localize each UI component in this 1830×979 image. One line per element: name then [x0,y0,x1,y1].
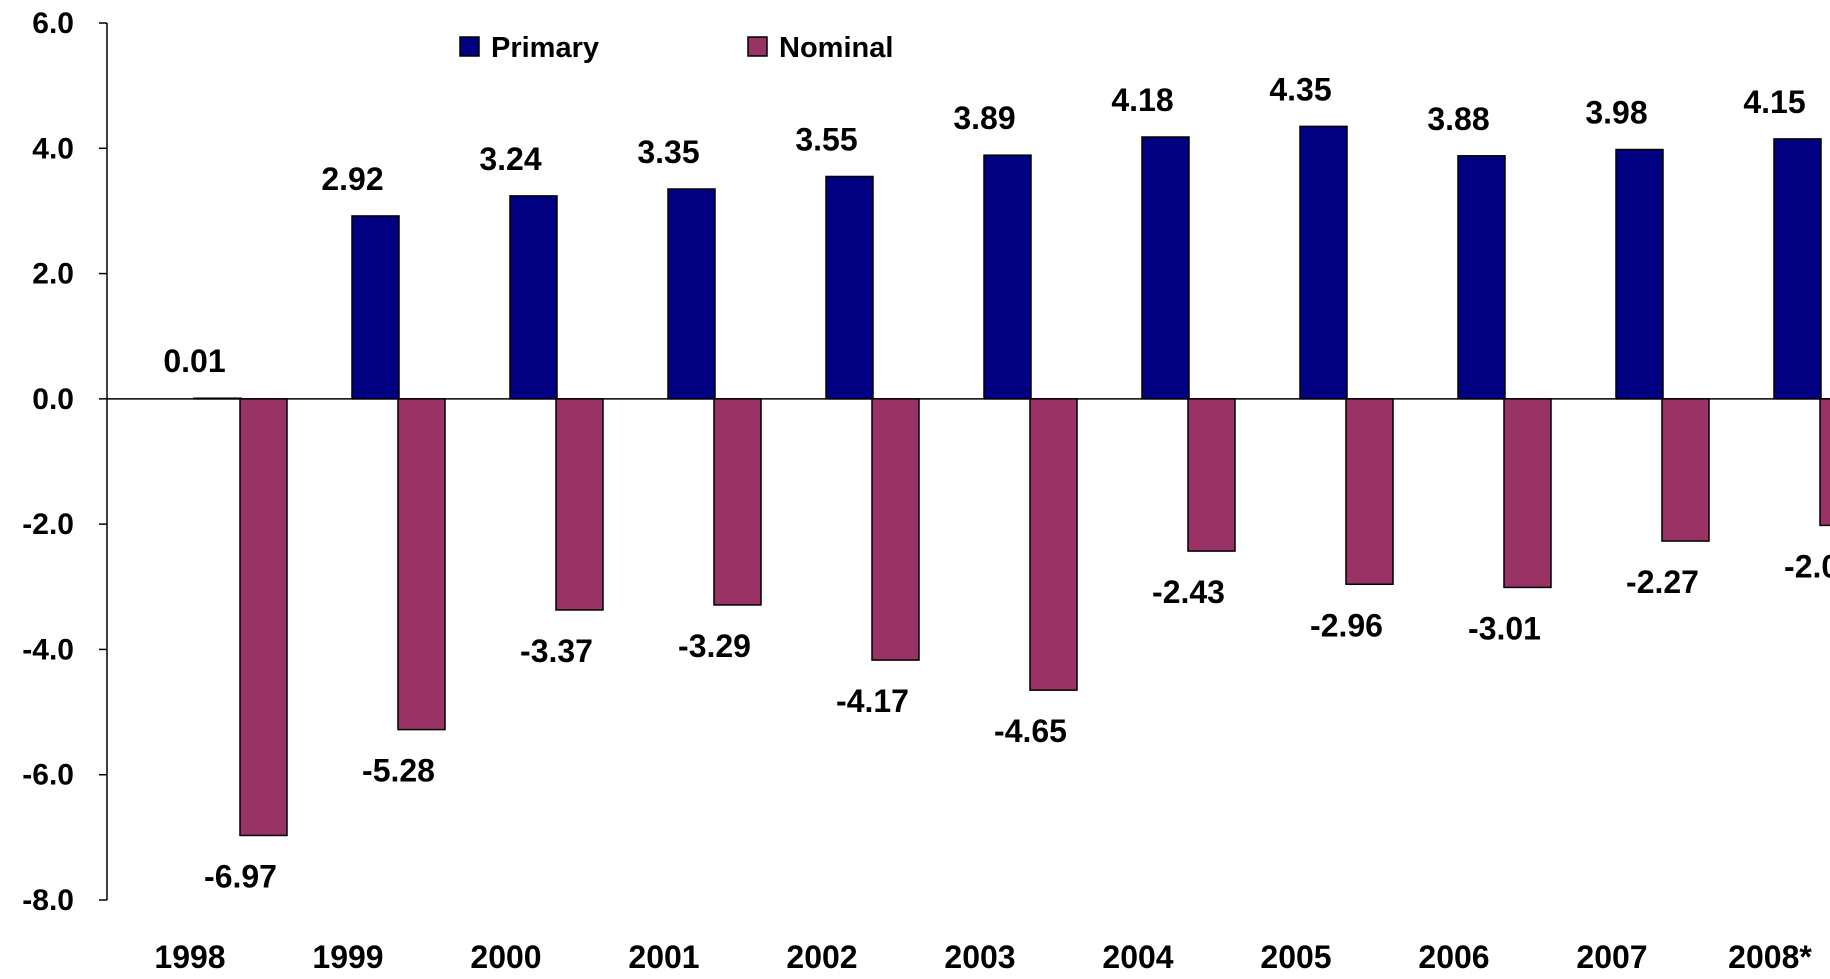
x-tick-label: 1999 [312,939,383,974]
data-label-nominal: -4.65 [994,713,1067,749]
legend-swatch [747,36,768,57]
data-labels: 0.01 -6.97 2.92 -5.28 3.24 -3.37 3.35 -3.29 3.55… [163,71,1830,894]
data-label-nominal: -3.37 [520,633,593,669]
bar-nominal [1187,398,1236,552]
x-tick-label: 1998 [154,939,225,974]
legend: Primary Nominal [459,32,893,64]
data-label-primary: 3.98 [1585,95,1647,131]
bar-nominal [1819,398,1830,527]
x-tick-label: 2003 [944,939,1015,974]
bar-primary [351,215,400,400]
y-tick-label: -6.0 [22,759,74,792]
y-tick-label: 4.0 [32,132,74,165]
data-label-primary: 3.55 [795,121,857,157]
y-tick-label: -4.0 [22,633,74,666]
data-label-primary: 3.24 [479,141,541,177]
legend-label: Nominal [779,32,893,64]
y-tick-label: 2.0 [32,258,74,291]
bar-nominal [1503,398,1552,589]
bar-nominal [397,398,446,731]
x-tick-label: 2000 [470,939,541,974]
data-label-primary: 4.15 [1743,84,1805,120]
bar-primary [1615,148,1664,400]
data-label-nominal: -4.17 [836,683,909,719]
data-label-nominal: -3.01 [1468,610,1541,646]
x-tick-label: 2006 [1418,939,1489,974]
bar-primary [983,154,1032,400]
bar-primary [1299,125,1348,400]
bar-primary [1141,136,1190,400]
x-tick-label: 2008* [1728,939,1812,974]
y-tick-label: 6.0 [32,7,74,40]
axes: 6.0 4.0 2.0 0.0 -2.0 -4.0 -6.0 -8.0 1998 1999 2000… [22,7,1830,975]
data-label-nominal: -3.29 [678,628,751,664]
bar-nominal [871,398,920,661]
bar-nominal [555,398,604,611]
data-label-primary: 0.01 [163,343,225,379]
data-label-primary: 2.92 [321,161,383,197]
data-label-nominal: -2.27 [1626,564,1699,600]
data-label-primary: 3.88 [1427,101,1489,137]
bar-nominal [1661,398,1710,542]
bar-nominal [1029,398,1078,691]
data-label-nominal: -6.97 [204,858,277,894]
y-tick-label: -2.0 [22,508,74,541]
data-label-primary: 4.35 [1269,71,1331,107]
bar-primary [667,188,716,400]
y-tick-label: -8.0 [22,884,74,917]
x-tick-label: 2007 [1576,939,1647,974]
bars [193,125,1830,837]
data-label-nominal: -2.43 [1152,574,1225,610]
data-label-nominal: -2.02 [1784,548,1830,584]
legend-label: Primary [491,32,599,64]
bar-primary [1457,155,1506,400]
y-tick-label: 0.0 [32,383,74,416]
legend-swatch [459,36,480,57]
data-label-primary: 3.35 [637,134,699,170]
data-label-primary: 3.89 [953,100,1015,136]
bar-primary [193,397,242,400]
bar-nominal [713,398,762,606]
data-label-primary: 4.18 [1111,82,1173,118]
bar-nominal [1345,398,1394,586]
x-tick-label: 2005 [1260,939,1331,974]
bar-primary [509,195,558,400]
data-label-nominal: -2.96 [1310,607,1383,643]
bar-primary [1773,138,1822,400]
data-label-nominal: -5.28 [362,753,435,789]
bar-primary [825,175,874,400]
x-tick-label: 2004 [1102,939,1173,974]
bar-nominal [239,398,288,837]
x-tick-label: 2001 [628,939,699,974]
x-tick-label: 2002 [786,939,857,974]
